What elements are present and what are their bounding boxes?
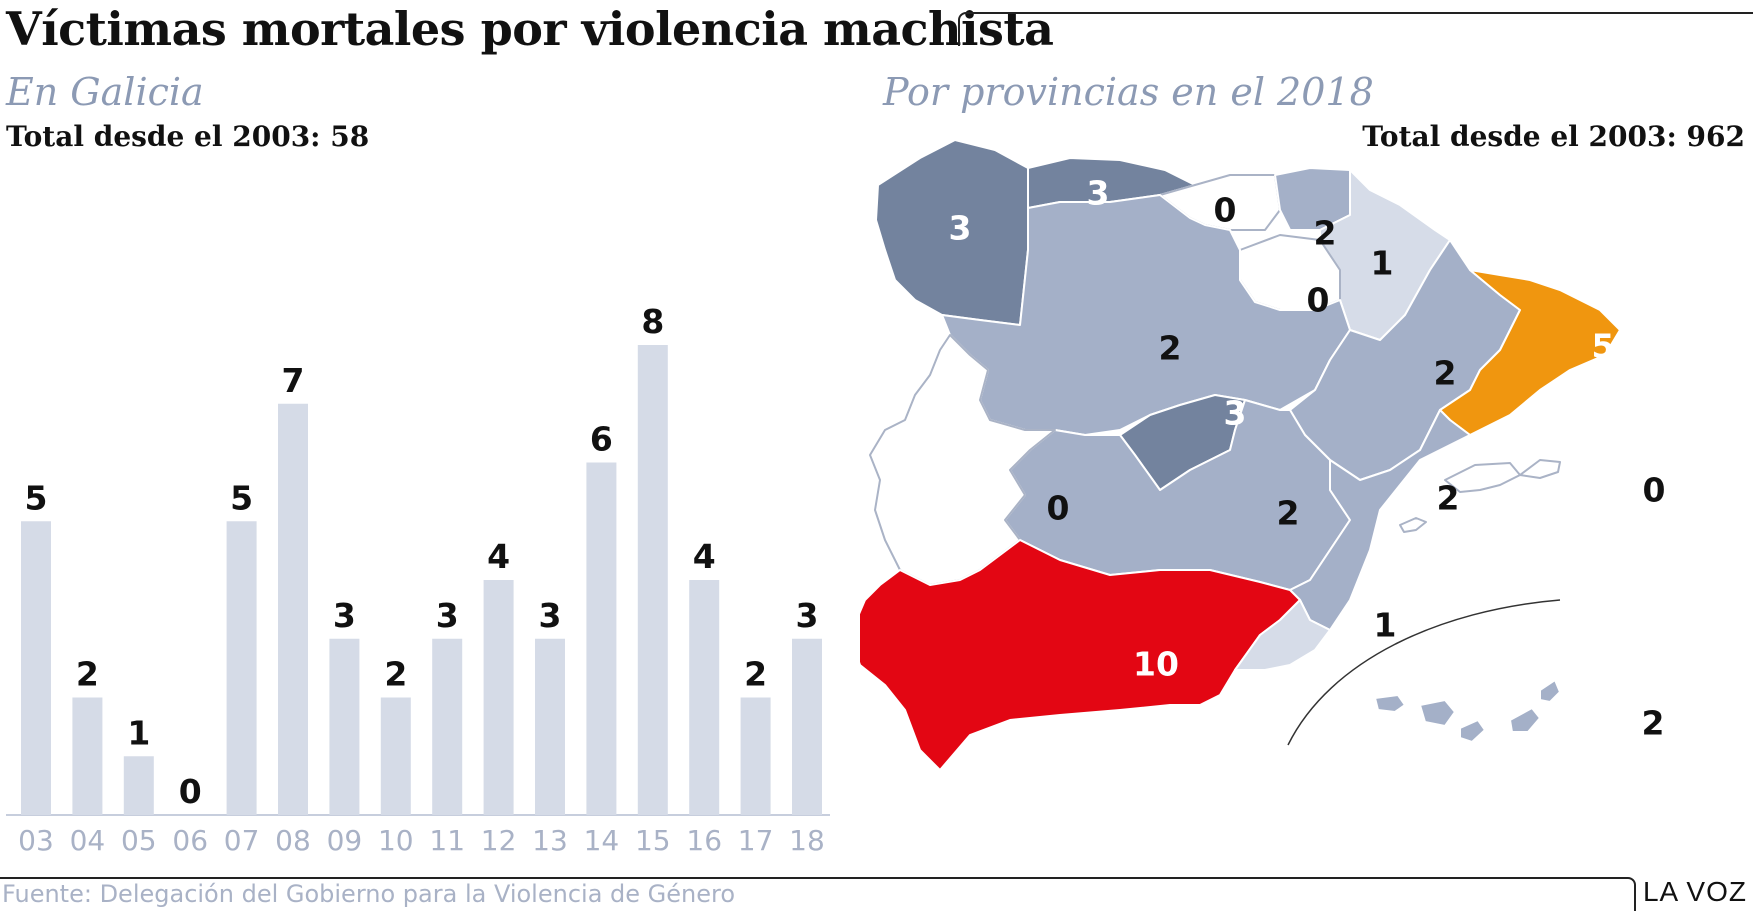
bar (278, 403, 308, 815)
value-label: 1 (127, 713, 150, 752)
value-label: 5 (230, 478, 253, 517)
map-value-cataluna: 5 (1592, 327, 1615, 366)
bar (21, 521, 51, 815)
value-label: 3 (333, 596, 356, 635)
map-value-navarra: 1 (1371, 244, 1394, 283)
map-value-aragon: 2 (1434, 354, 1457, 393)
value-label: 2 (384, 655, 407, 694)
source-note: Fuente: Delegación del Gobierno para la … (2, 880, 736, 908)
x-tick-label: 04 (70, 824, 106, 857)
map-value-madrid: 3 (1224, 394, 1247, 433)
bar (380, 697, 411, 815)
map-value-extremadura: 0 (1047, 489, 1070, 528)
map-value-castilla-la-mancha: 2 (1277, 494, 1300, 533)
map-value-murcia: 1 (1374, 606, 1397, 645)
value-label: 2 (76, 655, 99, 694)
x-tick-label: 14 (584, 824, 620, 857)
map-value-comunidad-valenciana: 2 (1437, 479, 1460, 518)
x-tick-label: 09 (327, 824, 363, 857)
map-value-asturias: 3 (1087, 174, 1110, 213)
left-total: Total desde el 2003: 58 (6, 120, 370, 153)
right-subtitle: Por provincias en el 2018 (883, 70, 1374, 114)
map-value-baleares: 0 (1643, 471, 1666, 510)
left-subtitle: En Galicia (6, 70, 204, 114)
bar (483, 580, 514, 815)
x-tick-label: 07 (224, 824, 260, 857)
map-value-andalucia: 10 (1133, 645, 1179, 684)
value-label: 4 (487, 537, 510, 576)
value-label: 8 (641, 302, 664, 341)
x-tick-label: 18 (789, 824, 825, 857)
bar (123, 756, 154, 815)
map-value-canarias: 2 (1642, 704, 1665, 743)
map-value-galicia: 3 (949, 209, 972, 248)
value-label: 2 (744, 655, 767, 694)
x-tick-label: 12 (481, 824, 517, 857)
map-region-comunidad-valenciana (1289, 409, 1471, 631)
value-label: 4 (693, 537, 716, 576)
value-label: 5 (25, 478, 48, 517)
bar (689, 580, 720, 815)
value-label: 6 (590, 420, 613, 459)
value-label: 3 (539, 596, 562, 635)
x-tick-label: 11 (429, 824, 465, 857)
x-tick-label: 03 (18, 824, 54, 857)
bar (535, 638, 565, 815)
canarias-inset-arc (1287, 599, 1561, 746)
x-tick-label: 10 (378, 824, 414, 857)
bar (740, 697, 771, 815)
map-value-la-rioja: 0 (1307, 281, 1330, 320)
bar (226, 521, 257, 815)
map-value-castilla-y-leon: 2 (1159, 329, 1182, 368)
map-value-pais-vasco: 2 (1314, 214, 1337, 253)
bar (432, 638, 463, 815)
bar-chart: 5 03 2 04 1 05 0 06 5 07 7 08 3 09 2 10 3 11 4 12 3 13 6 14 8 15 4… (6, 302, 830, 857)
x-tick-label: 17 (738, 824, 774, 857)
title-rule (958, 12, 1753, 46)
value-label: 3 (796, 596, 819, 635)
map-region-andalucia (860, 539, 1301, 771)
map-region-canarias (1374, 679, 1561, 743)
value-label: 7 (282, 361, 305, 400)
bar (792, 638, 822, 815)
value-label: 3 (436, 596, 459, 635)
bar (637, 345, 668, 815)
brand-logo: LA VOZ (1642, 876, 1747, 907)
x-tick-label: 13 (532, 824, 568, 857)
right-total: Total desde el 2003: 962 (1362, 120, 1745, 153)
map-value-cantabria: 0 (1214, 191, 1237, 230)
map-region-baleares (1399, 459, 1561, 533)
x-tick-label: 15 (635, 824, 671, 857)
x-tick-label: 08 (275, 824, 311, 857)
x-tick-label: 05 (121, 824, 157, 857)
footer-rule (0, 877, 1636, 911)
page-title: Víctimas mortales por violencia machista (6, 2, 1054, 56)
x-tick-label: 16 (686, 824, 722, 857)
bar (586, 462, 617, 815)
map-region-cataluna (1439, 269, 1621, 436)
x-tick-label: 06 (172, 824, 208, 857)
value-label: 0 (179, 772, 202, 811)
bar (72, 697, 103, 815)
bar (329, 638, 360, 815)
map-region-murcia (1234, 599, 1331, 671)
